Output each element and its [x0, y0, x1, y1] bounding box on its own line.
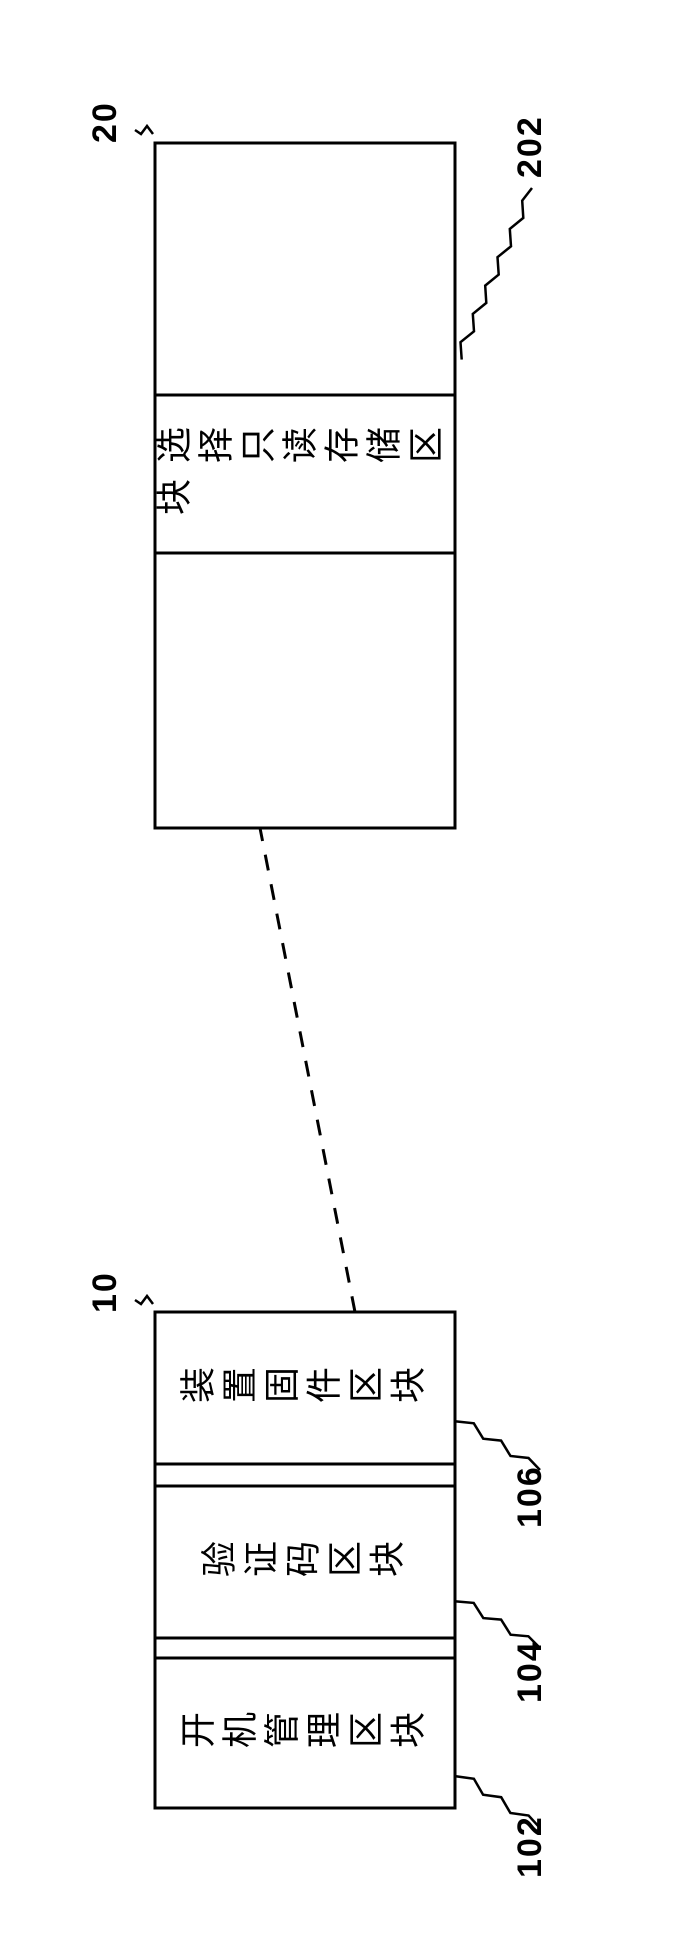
sub-label-102: 开机管理区块 [155, 1658, 455, 1808]
ref-102: 102 [511, 1815, 550, 1878]
ref-106: 106 [511, 1465, 550, 1528]
ref-202: 202 [511, 115, 550, 178]
ref-10: 10 [86, 1271, 125, 1313]
ref-104: 104 [511, 1640, 550, 1703]
sub-label-202: 选择只读存储区块 [155, 395, 455, 553]
svg-layer [0, 0, 700, 1948]
dashed-link [260, 828, 355, 1312]
sub-label-104: 验证码区块 [155, 1486, 455, 1638]
rotated-wrapper: 10 开机管理区块 102 验证码区块 104 装置固件区块 106 20 选择只读存储区块 20… [0, 0, 700, 1948]
diagram-stage: 10 开机管理区块 102 验证码区块 104 装置固件区块 106 20 选择只读存储区块 20… [0, 0, 700, 1948]
sub-label-106: 装置固件区块 [155, 1312, 455, 1464]
ref-20: 20 [86, 101, 125, 143]
